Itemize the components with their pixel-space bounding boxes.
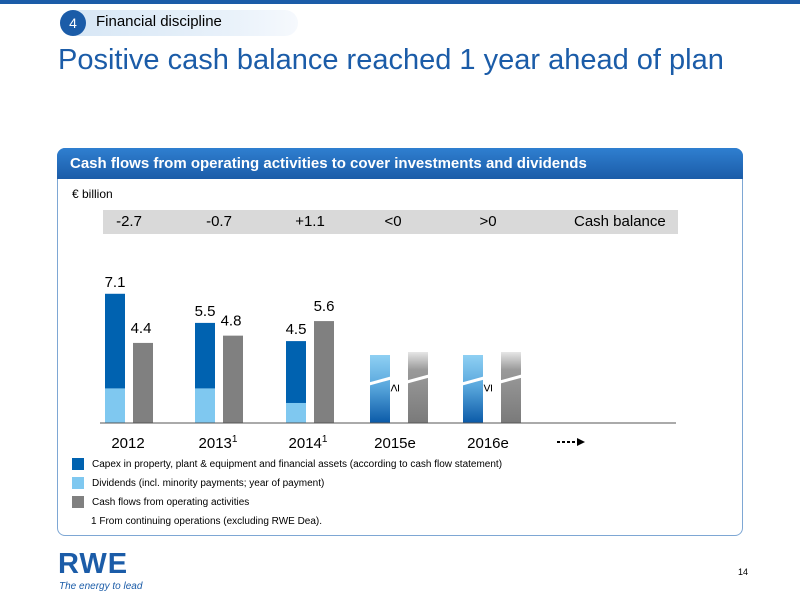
future-arrow-icon [577, 438, 585, 446]
dividends-bar [286, 402, 306, 423]
operating-cash-flow-label: 4.4 [131, 320, 152, 337]
cash-balance-value: -0.7 [206, 213, 232, 230]
panel-header-text: Cash flows from operating activities to … [70, 155, 587, 172]
comparison-symbol: ≥ [386, 384, 402, 392]
unit-label: € billion [72, 187, 113, 201]
page-title: Positive cash balance reached 1 year ahe… [58, 44, 724, 76]
legend-operating: Cash flows from operating activities [92, 497, 250, 508]
axis-break-mark [461, 376, 485, 386]
axis-break-mark [368, 376, 392, 386]
operating-cash-flow-bar [133, 342, 153, 423]
cash-balance-value: -2.7 [116, 213, 142, 230]
section-number: 4 [60, 10, 86, 36]
capex-dividend-total-label: 7.1 [105, 274, 126, 291]
capex-bar [105, 293, 125, 389]
legend-dividends: Dividends (incl. minority payments; year… [92, 478, 325, 489]
capex-bar [286, 341, 306, 403]
category-label: 2016e [467, 435, 509, 452]
panel-header [57, 148, 743, 179]
legend-swatch-operating [72, 496, 84, 508]
legend-swatch-dividends [72, 477, 84, 489]
capex-bar [195, 322, 215, 389]
operating-cash-flow-bar [223, 335, 243, 423]
axis-break-mark [406, 374, 430, 384]
dividends-bar [195, 388, 215, 423]
rwe-tagline: The energy to lead [59, 581, 143, 592]
rwe-logo-text: RWE [58, 548, 128, 578]
estimated-investment-bar [370, 355, 390, 423]
section-badge [60, 10, 298, 36]
cash-balance-value: <0 [384, 213, 402, 230]
category-label: 2015e [374, 435, 416, 452]
category-label: 20141 [289, 434, 328, 452]
capex-dividend-total-label: 5.5 [195, 303, 216, 320]
operating-cash-flow-label: 5.6 [314, 298, 335, 315]
cash-balance-value: >0 [479, 213, 497, 230]
operating-cash-flow-label: 4.8 [221, 313, 242, 330]
axis-break-mark [499, 374, 523, 384]
estimated-investment-bar [463, 355, 483, 423]
category-label: 2012 [111, 435, 144, 452]
cash-balance-band [103, 210, 678, 234]
estimated-operating-cash-flow-bar [408, 352, 428, 423]
capex-dividend-total-label: 4.5 [286, 321, 307, 338]
comparison-symbol: ≤ [479, 384, 495, 392]
estimated-operating-cash-flow-bar [501, 352, 521, 423]
cash-balance-label: Cash balance [574, 213, 666, 230]
footnote: 1 From continuing operations (excluding … [91, 516, 323, 527]
section-label: Financial discipline [96, 13, 222, 30]
legend-swatch-capex [72, 458, 84, 470]
dividends-bar [105, 388, 125, 423]
category-label: 20131 [199, 434, 238, 452]
page-number: 14 [738, 567, 749, 577]
legend-capex: Capex in property, plant & equipment and… [92, 459, 503, 470]
operating-cash-flow-bar [314, 321, 334, 423]
top-accent-bar [0, 0, 800, 4]
cash-balance-value: +1.1 [295, 213, 325, 230]
rwe-logo: RWE [58, 548, 128, 578]
